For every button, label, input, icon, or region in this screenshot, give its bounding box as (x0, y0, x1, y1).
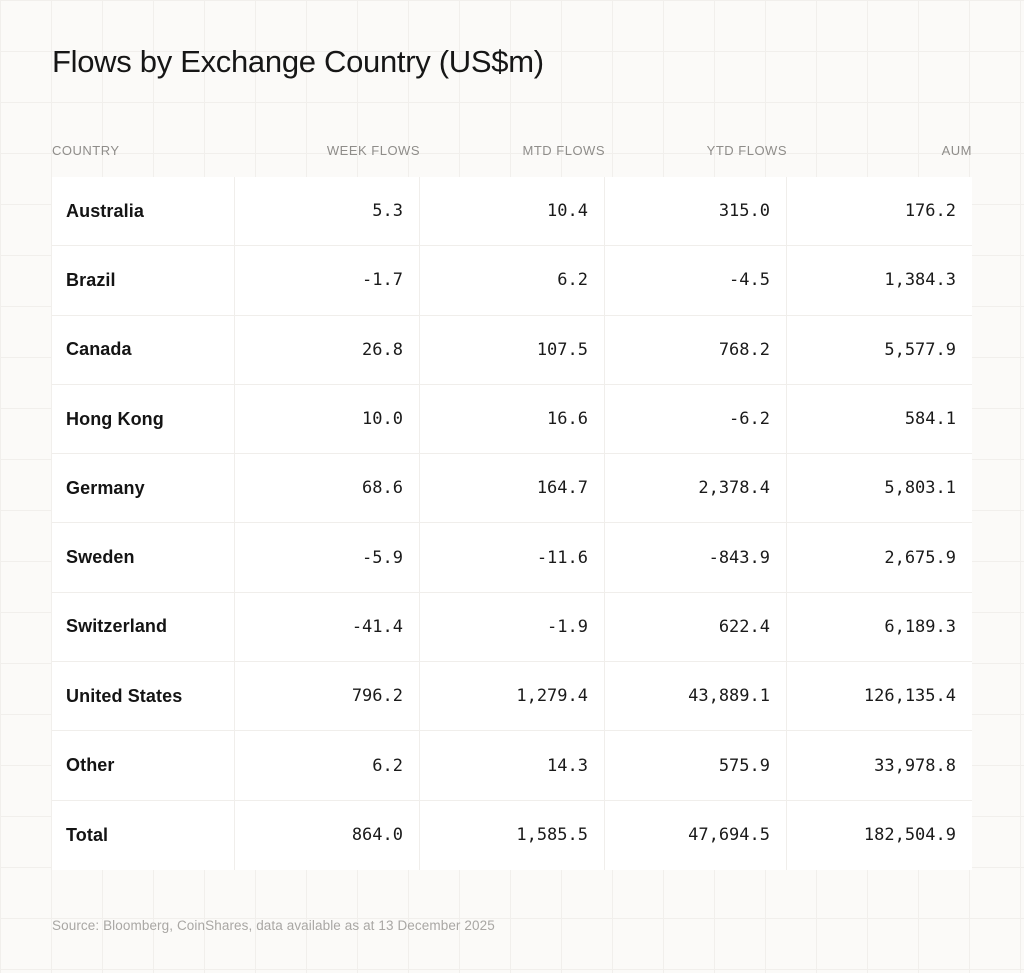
ytd-flows-cell: 43,889.1 (605, 662, 787, 732)
ytd-flows-cell: -6.2 (605, 384, 787, 455)
country-cell: United States (52, 662, 235, 732)
aum-flows-cell: 182,504.9 (787, 800, 972, 870)
ytd-flows-cell: 47,694.5 (605, 800, 787, 870)
aum-flows-cell: 126,135.4 (787, 662, 972, 732)
country-cell: Other (52, 731, 235, 801)
column-header-week-flows: WEEK FLOWS (326, 143, 420, 158)
mtd-flows-cell: 14.3 (420, 731, 605, 801)
table-row: Australia 5.3 10.4 315.0 176.2 (52, 177, 972, 247)
ytd-flows-cell: -4.5 (605, 246, 787, 316)
country-cell: Brazil (52, 246, 235, 316)
table-row: Sweden -5.9 -11.6 -843.9 2,675.9 (52, 523, 972, 593)
mtd-flows-cell: 16.6 (420, 384, 605, 455)
mtd-flows-cell: 6.2 (420, 246, 605, 316)
country-cell: Hong Kong (52, 384, 235, 455)
mtd-flows-cell: 1,585.5 (420, 800, 605, 870)
mtd-flows-cell: -1.9 (420, 592, 605, 663)
page-title: Flows by Exchange Country (US$m) (52, 44, 544, 79)
week-flows-cell: 6.2 (235, 731, 420, 801)
aum-flows-cell: 33,978.8 (787, 731, 972, 801)
aum-flows-cell: 5,803.1 (787, 454, 972, 524)
ytd-flows-cell: 315.0 (605, 177, 787, 247)
aum-flows-cell: 2,675.9 (787, 523, 972, 593)
week-flows-cell: 68.6 (235, 454, 420, 524)
ytd-flows-cell: 622.4 (605, 592, 787, 663)
week-flows-cell: 26.8 (235, 315, 420, 385)
week-flows-cell: -5.9 (235, 523, 420, 593)
country-cell: Germany (52, 454, 235, 524)
table-row: Germany 68.6 164.7 2,378.4 5,803.1 (52, 454, 972, 524)
column-header-aum: AUM (941, 143, 972, 158)
country-cell: Sweden (52, 523, 235, 593)
week-flows-cell: 10.0 (235, 384, 420, 455)
source-note: Source: Bloomberg, CoinShares, data avai… (52, 918, 495, 933)
week-flows-cell: 796.2 (235, 662, 420, 732)
table-column-headers: COUNTRY WEEK FLOWS MTD FLOWS YTD FLOWS A… (52, 138, 972, 158)
table-row: Hong Kong 10.0 16.6 -6.2 584.1 (52, 384, 972, 455)
country-cell: Australia (52, 177, 235, 247)
aum-flows-cell: 5,577.9 (787, 315, 972, 385)
ytd-flows-cell: -843.9 (605, 523, 787, 593)
aum-flows-cell: 1,384.3 (787, 246, 972, 316)
table-row: Switzerland -41.4 -1.9 622.4 6,189.3 (52, 592, 972, 663)
week-flows-cell: -41.4 (235, 592, 420, 663)
table-row: Total 864.0 1,585.5 47,694.5 182,504.9 (52, 800, 972, 870)
flows-table: Australia 5.3 10.4 315.0 176.2 Brazil -1.7 6.2-… (52, 177, 972, 870)
ytd-flows-cell: 2,378.4 (605, 454, 787, 524)
mtd-flows-cell: 1,279.4 (420, 662, 605, 732)
table-row: Other 6.2 14.3 575.9 33,978.8 (52, 731, 972, 801)
aum-flows-cell: 176.2 (787, 177, 972, 247)
mtd-flows-cell: 164.7 (420, 454, 605, 524)
mtd-flows-cell: 10.4 (420, 177, 605, 247)
week-flows-cell: 864.0 (235, 800, 420, 870)
column-header-country: COUNTRY (52, 143, 120, 158)
ytd-flows-cell: 768.2 (605, 315, 787, 385)
country-cell: Switzerland (52, 592, 235, 663)
week-flows-cell: 5.3 (235, 177, 420, 247)
column-header-mtd-flows: MTD FLOWS (522, 143, 605, 158)
mtd-flows-cell: -11.6 (420, 523, 605, 593)
aum-flows-cell: 584.1 (787, 384, 972, 455)
aum-flows-cell: 6,189.3 (787, 592, 972, 663)
table-row: United States 796.2 1,279.4 43,889.1 126,135… (52, 662, 972, 732)
table-row: Brazil -1.7 6.2 -4.5 1,384.3 (52, 246, 972, 316)
column-header-ytd-flows: YTD FLOWS (706, 143, 787, 158)
ytd-flows-cell: 575.9 (605, 731, 787, 801)
week-flows-cell: -1.7 (235, 246, 420, 316)
mtd-flows-cell: 107.5 (420, 315, 605, 385)
country-cell: Total (52, 800, 235, 870)
country-cell: Canada (52, 315, 235, 385)
table-row: Canada 26.8 107.5 768.2 5,577.9 (52, 315, 972, 385)
